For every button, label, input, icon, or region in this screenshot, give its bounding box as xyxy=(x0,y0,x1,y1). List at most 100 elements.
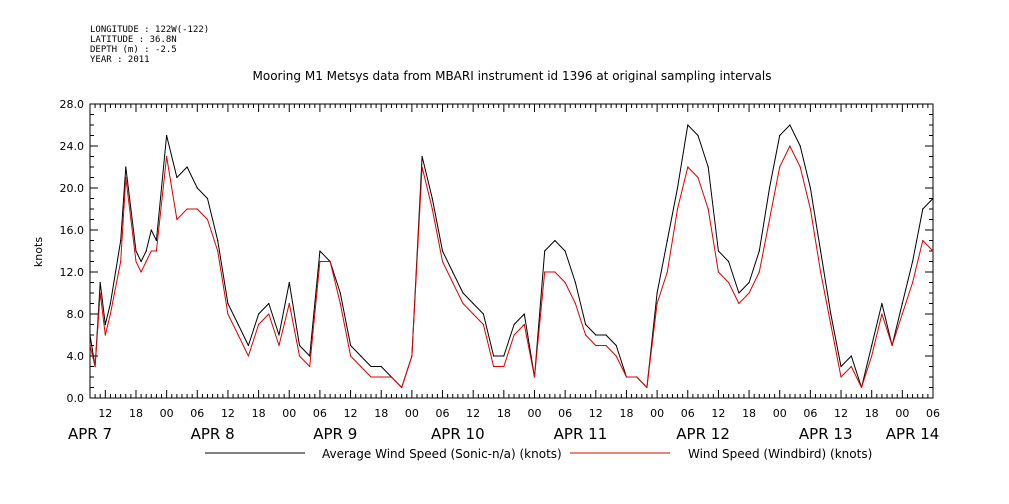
metadata-block: LONGITUDE : 122W(-122) LATITUDE : 36.8N … xyxy=(90,25,209,65)
data-point xyxy=(891,344,893,347)
x-tick-label: 00 xyxy=(282,407,296,420)
data-point xyxy=(155,250,157,252)
data-point xyxy=(309,355,311,357)
data-point xyxy=(830,323,832,326)
data-point xyxy=(768,187,771,189)
data-point xyxy=(247,344,249,347)
data-point xyxy=(125,176,127,179)
data-point xyxy=(585,323,587,326)
data-point xyxy=(145,260,147,263)
data-point xyxy=(176,176,178,179)
data-point xyxy=(687,166,689,168)
data-point xyxy=(196,208,198,210)
data-point xyxy=(779,134,781,137)
series-line-1 xyxy=(89,145,934,388)
data-point xyxy=(452,271,454,273)
y-tick-label: 4.0 xyxy=(67,350,85,363)
data-point xyxy=(850,365,852,368)
data-point xyxy=(258,313,260,315)
data-point xyxy=(130,208,132,210)
data-point xyxy=(278,344,280,347)
x-tick-label: 18 xyxy=(129,407,143,420)
data-point xyxy=(676,187,679,189)
data-point xyxy=(360,365,362,368)
data-point xyxy=(850,355,852,357)
data-point xyxy=(421,155,423,158)
data-point xyxy=(217,239,219,242)
x-tick-label: 18 xyxy=(252,407,266,420)
x-tick-label: 06 xyxy=(436,407,450,420)
x-day-label: APR 11 xyxy=(554,425,608,443)
data-point xyxy=(89,334,91,336)
x-tick-label: 06 xyxy=(558,407,572,420)
data-point xyxy=(217,250,219,252)
data-point xyxy=(544,250,546,252)
data-point xyxy=(738,292,740,294)
data-point xyxy=(370,376,372,378)
data-point xyxy=(544,271,546,273)
data-point xyxy=(564,281,566,284)
data-point xyxy=(227,313,229,315)
data-point xyxy=(503,355,505,357)
data-point xyxy=(421,166,423,168)
x-tick-label: 00 xyxy=(405,407,419,420)
data-point xyxy=(625,376,628,378)
data-point xyxy=(196,187,198,189)
data-point xyxy=(145,250,147,252)
data-point xyxy=(932,197,934,200)
data-point xyxy=(881,302,883,305)
data-point xyxy=(717,271,720,273)
data-point xyxy=(150,250,152,252)
x-tick-label: 06 xyxy=(926,407,940,420)
data-point xyxy=(411,355,413,357)
year-label: YEAR : 2011 xyxy=(90,55,150,65)
x-tick-label: 12 xyxy=(711,407,725,420)
data-point xyxy=(472,313,474,315)
x-tick-label: 18 xyxy=(374,407,388,420)
data-point xyxy=(687,124,689,126)
data-point xyxy=(871,344,873,347)
data-point xyxy=(922,208,924,210)
data-point xyxy=(94,365,96,368)
data-point xyxy=(595,344,597,347)
y-tick-label: 0.0 xyxy=(67,392,85,405)
data-point xyxy=(309,365,311,368)
data-point xyxy=(860,386,863,389)
data-point xyxy=(350,344,352,347)
x-tick-label: 18 xyxy=(865,407,879,420)
data-point xyxy=(482,313,484,315)
data-point xyxy=(666,239,668,242)
data-point xyxy=(493,365,495,368)
data-point xyxy=(820,271,822,273)
data-point xyxy=(605,344,607,347)
data-point xyxy=(237,323,239,326)
data-point xyxy=(707,208,709,210)
data-point xyxy=(288,302,290,305)
data-point xyxy=(298,355,301,357)
data-point xyxy=(595,334,597,336)
data-point xyxy=(656,292,658,294)
data-point xyxy=(380,376,382,378)
data-point xyxy=(728,260,730,263)
data-point xyxy=(155,239,157,242)
data-point xyxy=(779,166,781,168)
data-point xyxy=(676,208,679,210)
data-point xyxy=(585,334,587,336)
data-point xyxy=(140,271,142,273)
data-point xyxy=(452,281,454,284)
y-tick-label: 24.0 xyxy=(60,140,85,153)
legend: Average Wind Speed (Sonic-n/a) (knots) W… xyxy=(205,447,872,461)
data-point xyxy=(166,155,168,158)
data-point xyxy=(758,250,760,252)
x-day-label: APR 10 xyxy=(431,425,485,443)
y-tick-label: 20.0 xyxy=(60,182,85,195)
data-point xyxy=(513,323,515,326)
x-tick-label: 06 xyxy=(803,407,817,420)
data-point xyxy=(339,302,341,305)
data-point xyxy=(135,250,137,252)
data-point xyxy=(728,281,730,284)
data-point xyxy=(462,302,464,305)
data-point xyxy=(140,260,142,263)
data-point xyxy=(523,323,525,326)
x-tick-label: 00 xyxy=(650,407,664,420)
